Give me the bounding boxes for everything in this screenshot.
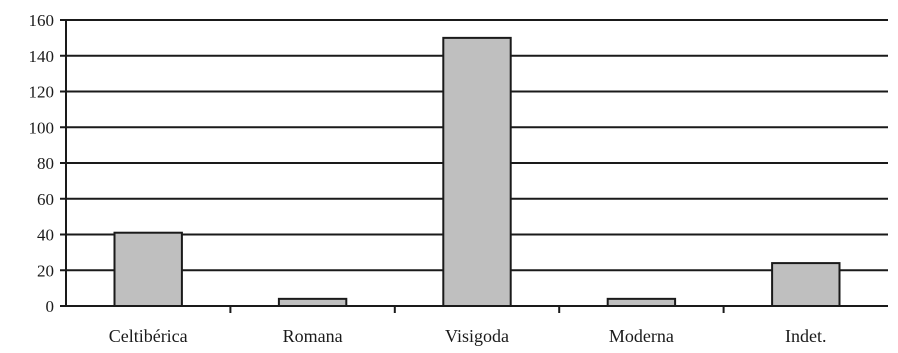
y-tick-label: 40 bbox=[37, 226, 54, 245]
bar bbox=[277, 297, 348, 308]
bar bbox=[113, 231, 183, 307]
x-axis-labels: Celtibérica Romana Visigoda Moderna Indet. bbox=[109, 326, 827, 346]
x-tick-label: Romana bbox=[283, 326, 343, 346]
y-tick-label: 20 bbox=[37, 261, 54, 280]
y-tick-label: 120 bbox=[29, 83, 55, 102]
bars bbox=[113, 36, 841, 308]
bar bbox=[606, 297, 677, 308]
x-tick-label: Moderna bbox=[609, 326, 674, 346]
x-tick-label: Visigoda bbox=[445, 326, 509, 346]
x-tick-label: Celtibérica bbox=[109, 326, 188, 346]
y-tick-label: 100 bbox=[29, 118, 55, 137]
bar bbox=[442, 36, 512, 307]
y-tick-label: 60 bbox=[37, 190, 54, 209]
bar bbox=[771, 262, 841, 308]
y-tick-label: 160 bbox=[29, 11, 55, 30]
y-tick-label: 140 bbox=[29, 47, 55, 66]
y-axis-ticks: 0 20 40 60 80 100 120 140 160 bbox=[29, 11, 66, 316]
y-tick-label: 80 bbox=[37, 154, 54, 173]
x-tick-label: Indet. bbox=[785, 326, 826, 346]
y-tick-label: 0 bbox=[46, 297, 55, 316]
